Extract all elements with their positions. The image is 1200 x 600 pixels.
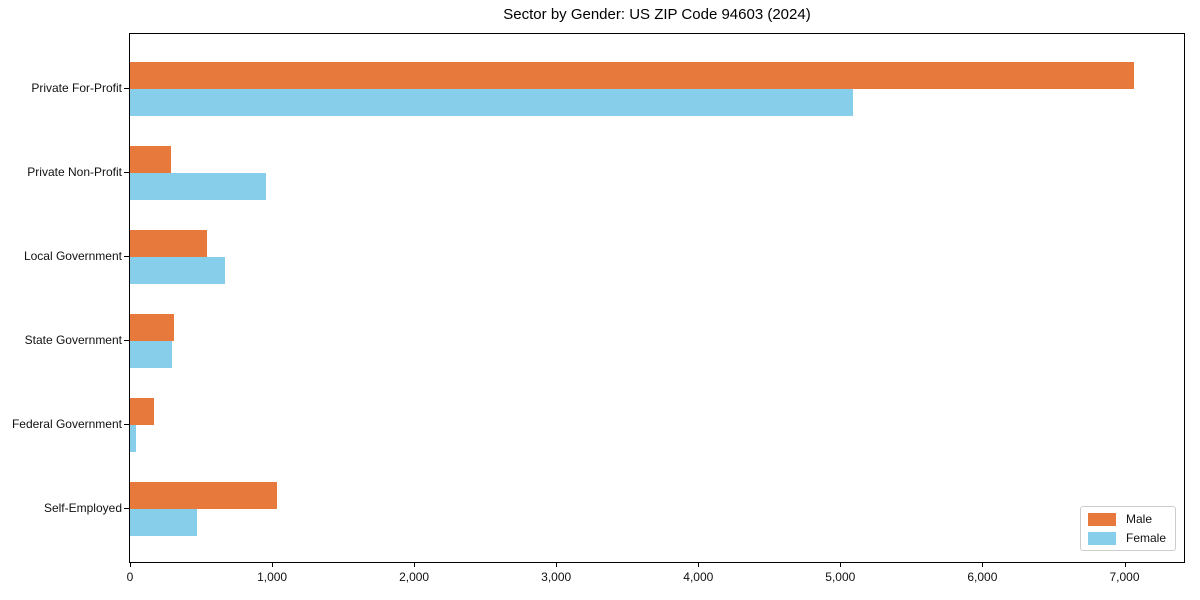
bar-female-2	[130, 173, 267, 200]
plot-area	[129, 33, 1185, 563]
y-axis-label: Federal Government	[11, 417, 122, 431]
bar-male-4	[130, 314, 174, 341]
x-axis-tick	[840, 563, 842, 567]
bar-male-1	[130, 62, 1134, 89]
y-axis-tick	[124, 424, 129, 425]
x-axis-tick	[130, 563, 131, 567]
x-axis-tick	[698, 563, 700, 567]
y-axis-label: Private For-Profit	[31, 81, 122, 95]
y-axis-tick	[124, 172, 129, 173]
chart-title: Sector by Gender: US ZIP Code 94603 (202…	[503, 6, 811, 23]
x-axis-tick	[272, 563, 274, 567]
bar-male-6	[130, 482, 277, 509]
x-axis-tick	[982, 563, 984, 567]
bar-female-3	[130, 257, 225, 284]
legend-label-female: Female	[1125, 531, 1166, 545]
x-axis-tick	[414, 563, 416, 567]
y-axis-tick	[124, 340, 129, 341]
bar-female-5	[130, 425, 136, 452]
x-axis-label: 2,000	[399, 570, 430, 584]
x-axis-label: 0	[126, 570, 134, 584]
y-axis-tick	[124, 88, 129, 89]
y-axis-label: Private Non-Profit	[27, 165, 122, 179]
legend-item-female: Female	[1087, 531, 1166, 545]
y-axis-label: Local Government	[23, 249, 122, 263]
bar-female-6	[130, 509, 197, 536]
legend: Male Female	[1079, 506, 1176, 551]
bar-male-2	[130, 146, 172, 173]
legend-item-male: Male	[1087, 512, 1166, 526]
x-axis-label: 4,000	[683, 570, 714, 584]
x-axis-label: 5,000	[825, 570, 856, 584]
bar-male-3	[130, 230, 207, 257]
x-axis-label: 3,000	[541, 570, 572, 584]
y-axis-label: Self-Employed	[43, 501, 122, 515]
legend-swatch-male	[1087, 512, 1116, 526]
y-axis-tick	[124, 508, 129, 509]
bar-female-1	[130, 89, 854, 116]
y-axis-label: State Government	[24, 333, 122, 347]
x-axis-tick	[1124, 563, 1126, 567]
y-axis-tick	[124, 256, 129, 257]
bar-male-5	[130, 398, 155, 425]
legend-label-male: Male	[1125, 512, 1152, 526]
x-axis-tick	[556, 563, 558, 567]
legend-swatch-female	[1087, 531, 1116, 545]
x-axis-label: 1,000	[257, 570, 288, 584]
x-axis-label: 6,000	[967, 570, 998, 584]
bar-female-4	[130, 341, 172, 368]
x-axis-label: 7,000	[1109, 570, 1140, 584]
